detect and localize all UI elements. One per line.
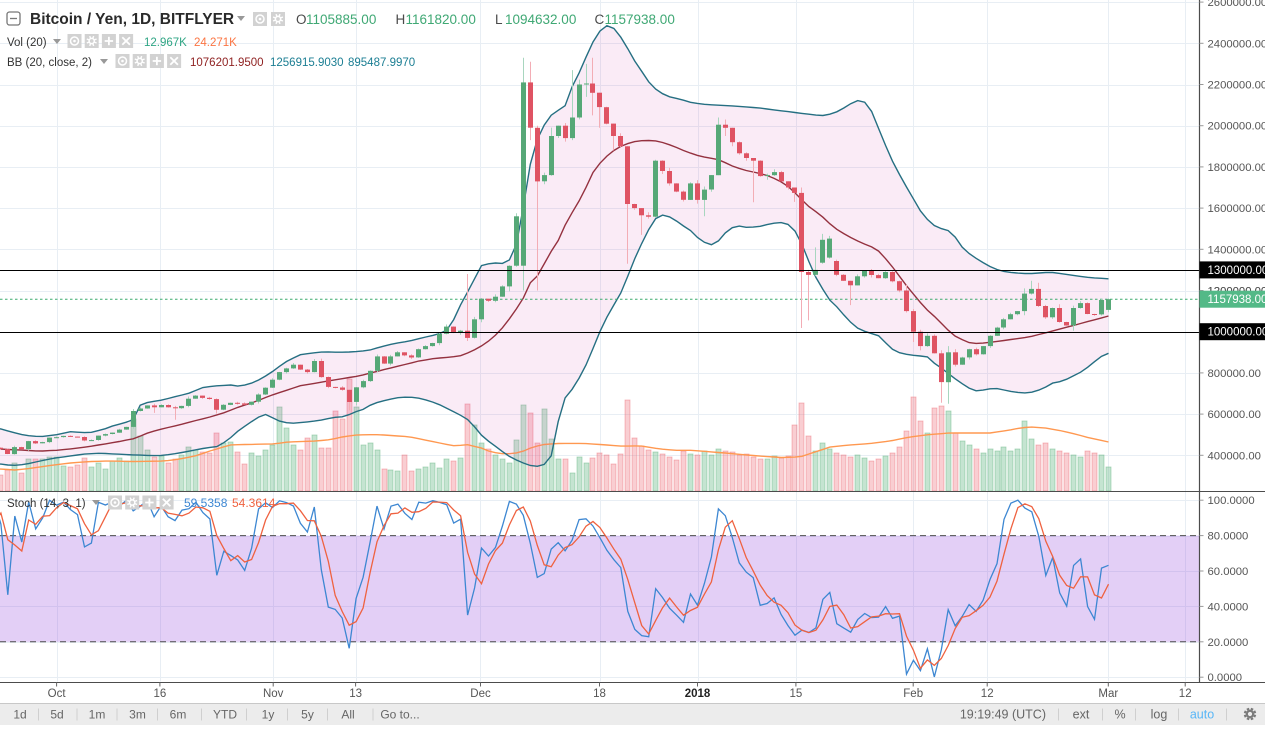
svg-text:1094632.00: 1094632.00	[505, 12, 576, 27]
svg-text:L: L	[495, 12, 503, 27]
svg-text:Vol (20): Vol (20)	[7, 37, 47, 49]
svg-text:2200000.00: 2200000.00	[1208, 80, 1265, 92]
svg-text:2600000.00: 2600000.00	[1208, 0, 1265, 9]
svg-text:54.3614: 54.3614	[232, 496, 276, 510]
svg-text:%: %	[1114, 708, 1125, 722]
svg-text:2018: 2018	[685, 688, 711, 700]
svg-text:6m: 6m	[170, 708, 187, 722]
svg-text:19:19:49 (UTC): 19:19:49 (UTC)	[960, 708, 1046, 722]
svg-text:1105885.00: 1105885.00	[306, 12, 376, 27]
svg-text:600000.00: 600000.00	[1208, 409, 1261, 421]
svg-text:1161820.00: 1161820.00	[406, 12, 476, 27]
svg-text:13: 13	[349, 688, 362, 700]
svg-text:1157938.00: 1157938.00	[1208, 294, 1265, 306]
svg-text:12.967K: 12.967K	[144, 37, 187, 49]
svg-text:Dec: Dec	[470, 688, 491, 700]
svg-text:1600000.00: 1600000.00	[1208, 203, 1265, 215]
svg-text:1400000.00: 1400000.00	[1208, 244, 1265, 256]
svg-text:0.0000: 0.0000	[1208, 672, 1243, 684]
svg-text:895487.9970: 895487.9970	[348, 57, 415, 69]
svg-text:20.0000: 20.0000	[1208, 637, 1249, 649]
svg-text:All: All	[341, 708, 354, 722]
svg-text:1076201.9500: 1076201.9500	[190, 57, 264, 69]
svg-text:1157938.00: 1157938.00	[605, 12, 675, 27]
svg-text:2000000.00: 2000000.00	[1208, 121, 1265, 133]
svg-text:log: log	[1151, 708, 1168, 722]
svg-text:1300000.00: 1300000.00	[1208, 265, 1265, 277]
svg-text:1y: 1y	[262, 708, 275, 722]
svg-text:24.271K: 24.271K	[194, 37, 237, 49]
svg-text:60.0000: 60.0000	[1208, 566, 1249, 578]
svg-text:400000.00: 400000.00	[1208, 450, 1261, 462]
svg-text:12: 12	[1179, 688, 1192, 700]
svg-text:12: 12	[981, 688, 994, 700]
svg-text:Feb: Feb	[903, 688, 923, 700]
svg-text:1800000.00: 1800000.00	[1208, 162, 1265, 174]
svg-text:Stoch (14, 3, 1): Stoch (14, 3, 1)	[7, 498, 86, 510]
svg-text:100.0000: 100.0000	[1208, 495, 1255, 507]
svg-text:5y: 5y	[301, 708, 314, 722]
svg-text:16: 16	[154, 688, 167, 700]
svg-text:H: H	[396, 12, 406, 27]
svg-text:auto: auto	[1190, 708, 1214, 722]
svg-text:15: 15	[790, 688, 803, 700]
svg-text:2400000.00: 2400000.00	[1208, 38, 1265, 50]
svg-text:Bitcoin / Yen, 1D, BITFLYER: Bitcoin / Yen, 1D, BITFLYER	[30, 11, 234, 28]
svg-text:C: C	[595, 12, 605, 27]
svg-text:80.0000: 80.0000	[1208, 531, 1249, 543]
svg-text:18: 18	[593, 688, 606, 700]
svg-text:Nov: Nov	[263, 688, 284, 700]
svg-text:3m: 3m	[129, 708, 146, 722]
svg-text:Oct: Oct	[48, 688, 67, 700]
svg-text:YTD: YTD	[213, 708, 237, 722]
svg-text:Go to...: Go to...	[380, 708, 419, 722]
svg-text:1000000.00: 1000000.00	[1208, 327, 1265, 339]
svg-text:40.0000: 40.0000	[1208, 601, 1249, 613]
svg-text:5d: 5d	[50, 708, 63, 722]
svg-text:1m: 1m	[89, 708, 106, 722]
svg-text:BB (20, close, 2): BB (20, close, 2)	[7, 57, 92, 69]
svg-text:O: O	[296, 12, 307, 27]
svg-text:800000.00: 800000.00	[1208, 368, 1261, 380]
svg-text:1d: 1d	[13, 708, 26, 722]
svg-text:1256915.9030: 1256915.9030	[270, 57, 344, 69]
svg-text:59.5358: 59.5358	[184, 496, 228, 510]
svg-text:Mar: Mar	[1098, 688, 1118, 700]
svg-text:ext: ext	[1073, 708, 1090, 722]
